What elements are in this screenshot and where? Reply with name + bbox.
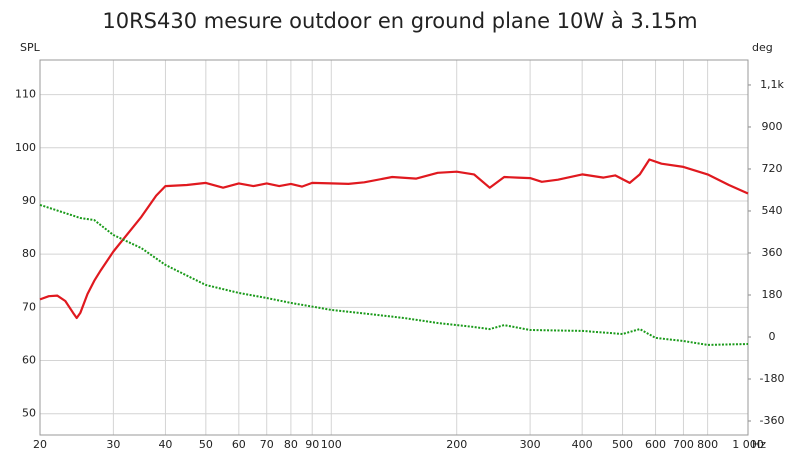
x-tick-label: 30: [106, 438, 120, 451]
x-tick-label: 600: [645, 438, 666, 451]
x-tick-label: 700: [673, 438, 694, 451]
y-tick-label: 60: [22, 354, 36, 367]
x-tick-label: 70: [260, 438, 274, 451]
x-tick-label: 1 000: [732, 438, 764, 451]
y-tick-label: 70: [22, 300, 36, 313]
y2-tick-label: -180: [760, 372, 785, 385]
y-tick-label: 80: [22, 247, 36, 260]
x-tick-label: 60: [232, 438, 246, 451]
y-tick-label: 110: [15, 88, 36, 101]
chart-title: 10RS430 mesure outdoor en ground plane 1…: [102, 9, 697, 33]
x-tick-label: 40: [158, 438, 172, 451]
plot-frame: [39, 59, 749, 436]
x-tick-label: 80: [284, 438, 298, 451]
x-tick-label: 500: [612, 438, 633, 451]
x-tick-label: 800: [697, 438, 718, 451]
x-tick-label: 20: [33, 438, 47, 451]
y2-tick-label: 0: [769, 330, 776, 343]
series-line: [39, 203, 749, 346]
y2-tick-label: -360: [760, 414, 785, 427]
y-tick-label: 90: [22, 194, 36, 207]
y-axis-label: SPL: [20, 41, 41, 54]
x-tick-label: 50: [199, 438, 213, 451]
x-tick-label: 90: [305, 438, 319, 451]
y2-tick-label: 360: [762, 246, 783, 259]
y-tick-label: 50: [22, 407, 36, 420]
x-tick-label: 400: [572, 438, 593, 451]
y2-tick-label: 1,1k: [760, 78, 784, 91]
y-tick-label: 100: [15, 141, 36, 154]
y2-tick-label: 720: [762, 162, 783, 175]
y2-tick-label: 180: [762, 288, 783, 301]
y2-tick-label: 900: [762, 120, 783, 133]
series-line: [39, 158, 749, 320]
y2-tick-label: 540: [762, 204, 783, 217]
x-axis-label: Hz: [752, 438, 766, 451]
x-tick-label: 200: [446, 438, 467, 451]
x-tick-label: 100: [321, 438, 342, 451]
x-tick-label: 300: [520, 438, 541, 451]
y2-axis-label: deg: [752, 41, 773, 54]
